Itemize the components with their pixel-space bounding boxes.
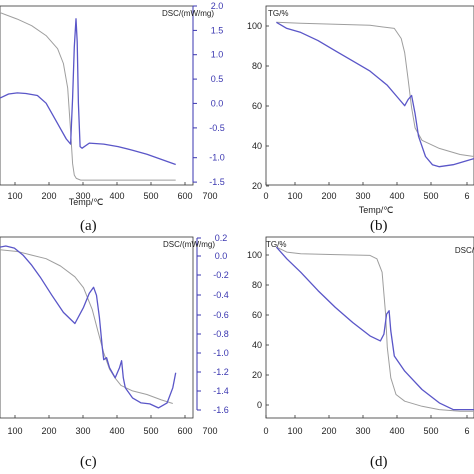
- dsc-tick-label: 2.0: [211, 1, 224, 11]
- dsc-tick-label: 0.2: [215, 233, 228, 243]
- dsc-tick-label: -1.0: [213, 348, 229, 358]
- y-tick-label: 40: [252, 141, 262, 151]
- dsc-tick-label: 1.5: [211, 25, 224, 35]
- x-tick-label: 500: [423, 426, 438, 436]
- dsc-curve: [0, 245, 177, 409]
- dsc-tick-label: 0.5: [211, 74, 224, 84]
- dsc-axis-label: DSC/(mW/mg): [162, 9, 214, 18]
- dsc-tick-label: -1.5: [209, 177, 225, 187]
- x-tick-label: 400: [109, 191, 124, 201]
- tg-axis-label: TG/%: [268, 9, 288, 18]
- x-tick-label: 300: [355, 426, 370, 436]
- tg-curve: [276, 246, 474, 412]
- y-tick-label: 100: [247, 21, 262, 31]
- x-tick-label: 100: [287, 426, 302, 436]
- x-tick-label: 200: [41, 426, 56, 436]
- dsc-curve: [0, 18, 176, 166]
- x-tick-label: 200: [321, 426, 336, 436]
- x-tick-label: 300: [75, 191, 90, 201]
- plot-frame: [0, 5, 194, 186]
- y-tick-label: 60: [252, 101, 262, 111]
- y-tick-label: 20: [252, 181, 262, 191]
- x-tick-label: 6: [464, 426, 469, 436]
- x-tick-label: 300: [355, 191, 370, 201]
- y-tick-label: 100: [247, 250, 262, 260]
- y-tick-label: 80: [252, 61, 262, 71]
- x-tick-label: 0: [263, 426, 268, 436]
- dsc-tick-label: -1.0: [209, 153, 225, 163]
- chart-panel-4: [265, 236, 474, 419]
- x-axis-label: Temp/℃: [69, 197, 104, 207]
- y-tick-label: 20: [252, 370, 262, 380]
- dsc-tick-label: 0.0: [215, 251, 228, 261]
- tg-curve: [276, 21, 474, 157]
- secondary-curve: [275, 246, 474, 411]
- x-tick-label: 600: [177, 426, 192, 436]
- y-tick-label: 60: [252, 310, 262, 320]
- x-tick-label: 400: [389, 191, 404, 201]
- x-tick-label: 200: [321, 191, 336, 201]
- dsc-tick-label: -0.5: [209, 123, 225, 133]
- y-tick-label: 80: [252, 280, 262, 290]
- dsc-axis-label: DSC/(mW/mg): [163, 240, 215, 249]
- x-tick-label: 400: [389, 426, 404, 436]
- x-tick-label: 700: [202, 191, 217, 201]
- tg-curve: [0, 249, 173, 404]
- dsc-tick-label: -0.2: [213, 270, 229, 280]
- dsc-tick-label: -1.2: [213, 367, 229, 377]
- x-axis-label: Temp/℃: [359, 205, 394, 215]
- x-tick-label: 100: [7, 191, 22, 201]
- x-tick-label: 500: [143, 191, 158, 201]
- plot-frame: [265, 236, 474, 419]
- chart-panel-3: [0, 236, 201, 419]
- dsc-tick-label: -1.6: [213, 405, 229, 415]
- dsc-tick-label: -0.4: [213, 290, 229, 300]
- x-tick-label: 0: [263, 191, 268, 201]
- x-tick-label: 700: [202, 426, 217, 436]
- tg-axis-label: TG/%: [266, 240, 286, 249]
- x-tick-label: 500: [423, 191, 438, 201]
- x-tick-label: 6: [464, 191, 469, 201]
- dsc-axis-label: DSC/: [455, 246, 474, 255]
- caption-c: (c): [80, 454, 97, 470]
- x-tick-label: 100: [7, 426, 22, 436]
- x-tick-label: 300: [75, 426, 90, 436]
- dsc-tick-label: -0.8: [213, 329, 229, 339]
- y-tick-label: 0: [257, 400, 262, 410]
- caption-a: (a): [80, 218, 97, 234]
- dsc-tick-label: 0.0: [211, 98, 224, 108]
- x-tick-label: 100: [287, 191, 302, 201]
- dsc-tick-label: 1.0: [211, 50, 224, 60]
- x-tick-label: 600: [177, 191, 192, 201]
- caption-b: (b): [370, 218, 388, 234]
- x-tick-label: 200: [41, 191, 56, 201]
- y-tick-label: 40: [252, 340, 262, 350]
- x-tick-label: 400: [109, 426, 124, 436]
- dsc-tick-label: -1.4: [213, 386, 229, 396]
- chart-panel-2: [265, 5, 474, 187]
- secondary-curve: [276, 21, 474, 168]
- dsc-tick-label: -0.6: [213, 310, 229, 320]
- x-tick-label: 500: [143, 426, 158, 436]
- caption-d: (d): [370, 454, 388, 470]
- chart-panel-1: [0, 5, 197, 186]
- plot-frame: [265, 5, 474, 186]
- plot-frame: [0, 236, 194, 419]
